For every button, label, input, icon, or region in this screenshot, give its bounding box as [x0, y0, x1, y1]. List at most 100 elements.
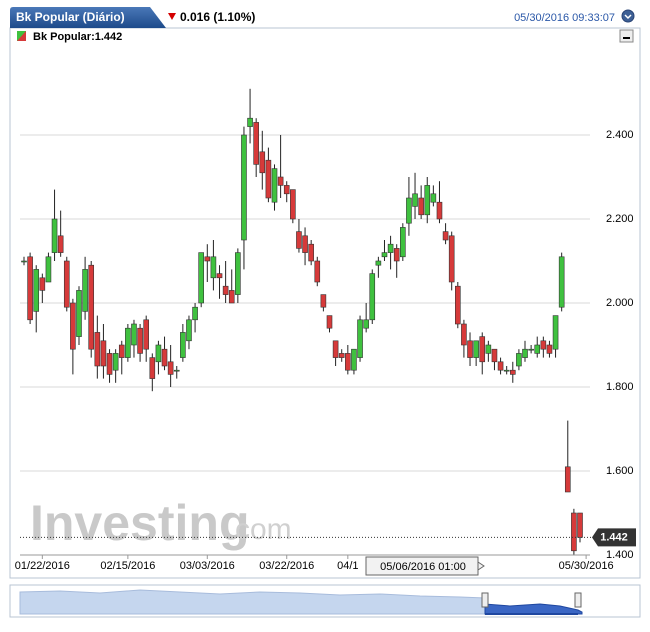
candle-body: [125, 327, 131, 358]
candle-body: [363, 319, 369, 329]
candle-body: [571, 512, 577, 552]
y-tick-label: 1.600: [606, 465, 634, 477]
candle-body: [400, 227, 406, 258]
candle-body: [351, 348, 357, 371]
candle-body: [100, 340, 107, 367]
candle-body: [167, 361, 174, 375]
candle-body: [155, 344, 162, 363]
candle-body: [143, 319, 149, 350]
candle-body: [448, 235, 455, 283]
candle-body: [106, 353, 113, 375]
candle-body: [461, 323, 467, 346]
navigator-selection: [484, 603, 583, 615]
candle-body: [375, 260, 382, 266]
crosshair-label: 05/06/2016 01:00: [380, 561, 466, 573]
candle-body: [63, 260, 70, 308]
change: 0.016 (1.10%): [180, 10, 255, 24]
candle-body: [76, 290, 82, 337]
candle-body: [412, 193, 418, 207]
close-button[interactable]: [621, 9, 635, 23]
candle-body: [82, 269, 88, 312]
candle-body: [222, 285, 229, 295]
candle-body: [186, 319, 192, 342]
candle-body: [216, 273, 223, 279]
candle-body: [430, 193, 437, 203]
candle-body: [198, 252, 204, 304]
candle-body: [131, 323, 137, 346]
watermark-suffix: com: [235, 513, 292, 546]
plot-area: [20, 48, 590, 555]
candle-body: [509, 369, 516, 375]
x-tick-label: 02/15/2016: [100, 560, 155, 572]
candle-body: [442, 231, 449, 241]
close-icon: [624, 14, 632, 20]
candle-body: [94, 332, 101, 367]
candle-body: [57, 235, 64, 253]
candle-body: [387, 243, 394, 253]
x-tick-label: 05/30/2016: [559, 560, 614, 572]
last-price-label: 1.442: [600, 531, 628, 543]
minimize-button[interactable]: [619, 29, 634, 43]
y-tick-label: 1.800: [606, 381, 634, 393]
candle-body: [296, 231, 302, 249]
legend: Bk Popular:1.442: [33, 31, 122, 43]
navigator-handle[interactable]: [481, 592, 489, 608]
candle-body: [332, 340, 339, 358]
candle-body: [210, 256, 217, 279]
candle-body: [516, 353, 522, 367]
navigator-area: [19, 589, 486, 615]
candle-body: [247, 117, 253, 127]
candle-body: [27, 256, 33, 321]
candle-body: [577, 512, 583, 538]
y-tick-label: 2.400: [606, 129, 634, 141]
candle-body: [173, 369, 180, 372]
candle-body: [418, 197, 424, 216]
candle-body: [112, 353, 119, 371]
candle-body: [503, 369, 510, 372]
candle-body: [338, 353, 345, 358]
candle-body: [406, 197, 412, 224]
datetime: 05/30/2016 09:33:07: [514, 12, 615, 24]
candle-body: [522, 348, 528, 358]
candle-body: [485, 344, 492, 354]
candle-body: [39, 277, 46, 291]
candle-body: [88, 264, 95, 350]
candle-body: [253, 122, 259, 165]
candle-body: [45, 256, 52, 283]
candle-body: [51, 218, 58, 253]
y-tick-label: 1.400: [606, 549, 634, 561]
navigator: [9, 584, 641, 618]
candle-body: [192, 306, 198, 321]
candle-body: [436, 201, 443, 220]
x-tick-label: 03/22/2016: [259, 560, 314, 572]
candle-body: [467, 340, 473, 358]
candle-body: [534, 344, 541, 354]
candle-body: [320, 294, 327, 308]
candle-body: [552, 315, 559, 350]
candle-body: [393, 248, 400, 262]
candle-body: [259, 151, 266, 174]
candle-body: [491, 348, 498, 363]
candle-body: [180, 332, 186, 358]
candle-body: [326, 315, 333, 329]
y-tick-label: 2.000: [606, 297, 634, 309]
candle-body: [479, 336, 486, 363]
candle-body: [314, 260, 321, 283]
y-tick-label: 2.200: [606, 213, 634, 225]
candle-body: [265, 159, 272, 199]
candle-body: [118, 344, 125, 358]
candle-body: [540, 340, 547, 350]
candle-body: [345, 353, 351, 371]
candle-body: [161, 348, 168, 367]
title: Bk Popular (Diário): [16, 10, 125, 24]
candle-body: [473, 340, 479, 358]
candle-body: [424, 185, 431, 216]
candle-body: [271, 168, 278, 203]
candle-body: [357, 319, 363, 358]
candle-body: [33, 269, 40, 312]
candle-body: [149, 357, 156, 379]
x-tick-label: 01/22/2016: [15, 560, 70, 572]
candle-body: [558, 256, 565, 308]
navigator-handle[interactable]: [574, 592, 582, 608]
